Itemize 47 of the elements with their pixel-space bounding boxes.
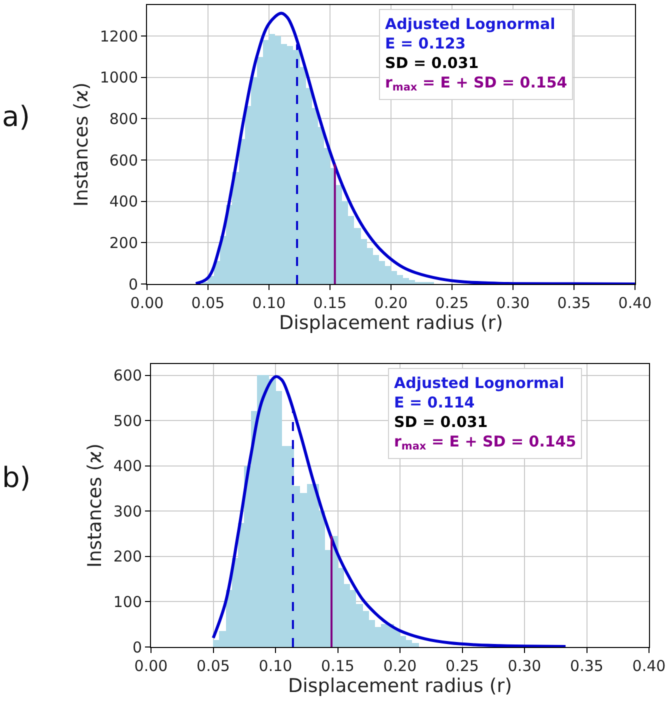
x-tick-label: 0.40	[632, 657, 666, 675]
x-tick-label: 0.40	[618, 294, 652, 312]
y-tick-label: 0	[128, 275, 138, 294]
annotation: r$_{max}$ = E + SD = 0.145	[394, 432, 576, 453]
x-tick-label: 0.35	[570, 657, 604, 675]
y-tick-label: 200	[109, 234, 138, 252]
x-tick-label: 0.35	[557, 294, 591, 312]
annotation: SD = 0.031	[394, 413, 488, 431]
annotation: r$_{max}$ = E + SD = 0.154	[385, 74, 568, 94]
x-tick-label: 0.30	[496, 294, 530, 312]
x-axis-title: Displacement radius (r)	[288, 675, 512, 697]
annotation: E = 0.114	[394, 394, 475, 412]
annotation: E = 0.123	[385, 34, 466, 52]
x-tick-label: 0.00	[130, 294, 164, 312]
y-axis-title: Instances (ϰ)	[84, 443, 106, 568]
y-tick-label: 400	[109, 192, 138, 211]
text: a)	[2, 100, 30, 133]
y-axis-title: Instances (ϰ)	[70, 82, 93, 207]
x-tick-label: 0.30	[508, 657, 542, 675]
x-tick-label: 0.05	[196, 657, 230, 675]
x-tick-label: 0.20	[383, 657, 417, 675]
annotation: Adjusted Lognormal	[385, 15, 556, 33]
y-tick-label: 100	[113, 592, 142, 611]
y-tick-label: 200	[113, 548, 142, 566]
x-tick-label: 0.10	[252, 294, 286, 312]
x-tick-label: 0.10	[258, 657, 292, 675]
y-tick-label: 1200	[100, 27, 138, 46]
annotation: SD = 0.031	[385, 54, 479, 72]
x-tick-label: 0.20	[374, 294, 408, 312]
x-tick-label: 0.00	[134, 657, 168, 675]
y-tick-label: 500	[113, 412, 142, 430]
x-tick-label: 0.15	[321, 657, 354, 675]
x-tick-label: 0.05	[191, 294, 225, 312]
y-tick-label: 300	[113, 502, 142, 520]
y-tick-label: 600	[109, 151, 138, 170]
y-tick-label: 400	[113, 457, 142, 476]
x-tick-label: 0.25	[446, 657, 479, 675]
y-tick-label: 1000	[100, 68, 138, 87]
x-tick-label: 0.25	[435, 294, 469, 312]
y-tick-label: 0	[132, 638, 142, 656]
y-tick-label: 600	[113, 366, 142, 385]
x-tick-label: 0.15	[313, 294, 347, 312]
text: b)	[2, 461, 31, 494]
y-tick-label: 800	[109, 110, 138, 128]
line-series	[194, 12, 635, 284]
x-axis-title: Displacement radius (r)	[278, 312, 504, 334]
annotation: Adjusted Lognormal	[394, 374, 564, 392]
